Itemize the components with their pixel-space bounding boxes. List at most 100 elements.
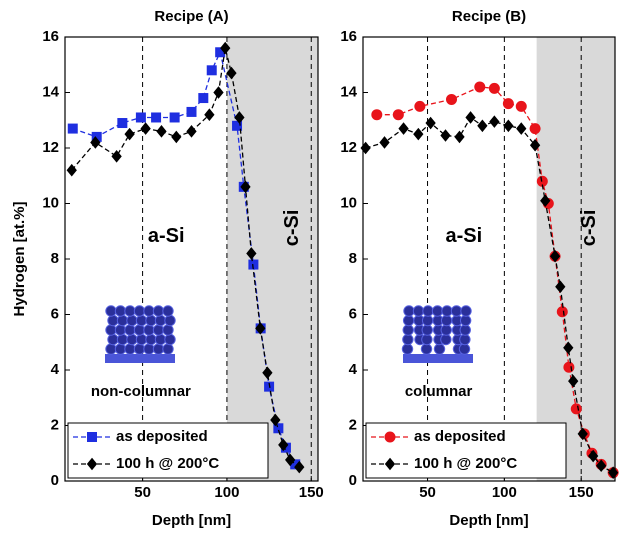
data-point: [516, 122, 527, 135]
y-tick-label: 12: [340, 139, 357, 156]
icon-grain: [460, 305, 472, 317]
x-tick-label: 100: [492, 484, 517, 501]
icon-grain: [459, 333, 471, 346]
data-point: [270, 413, 281, 427]
data-point: [577, 427, 588, 441]
shaded-region: [536, 37, 615, 481]
icon-grain: [440, 314, 453, 327]
icon-grain: [114, 343, 127, 355]
icon-grain: [145, 333, 157, 346]
data-point: [425, 116, 436, 130]
data-point: [213, 86, 224, 99]
x-tick-label: 150: [299, 484, 324, 501]
y-tick-label: 16: [340, 28, 357, 45]
x-tick-label: 150: [569, 484, 594, 501]
data-point: [540, 194, 551, 208]
data-point: [588, 449, 599, 463]
icon-grain: [412, 305, 425, 317]
data-point: [392, 109, 404, 121]
icon-grain: [133, 305, 146, 317]
chart-title: Recipe (B): [452, 8, 526, 25]
y-axis-label: Hydrogen [at.%]: [11, 201, 28, 316]
data-point: [248, 259, 259, 270]
icon-grain: [145, 314, 157, 327]
icon-grain: [143, 324, 155, 336]
y-tick-label: 8: [51, 250, 59, 267]
data-point: [440, 129, 451, 142]
icon-grain: [459, 314, 472, 327]
icon-grain: [124, 305, 136, 317]
y-tick-label: 14: [340, 83, 357, 100]
y-tick-label: 2: [349, 416, 357, 433]
data-point: [474, 81, 486, 93]
data-point: [246, 247, 257, 260]
data-point: [413, 127, 424, 141]
data-point: [151, 112, 162, 123]
icon-grain: [152, 343, 165, 355]
plot-frame: [362, 36, 616, 482]
y-tick-label: 10: [340, 194, 357, 211]
icon-grain: [458, 343, 471, 355]
data-point: [204, 108, 215, 121]
data-point: [111, 150, 122, 163]
data-point: [285, 453, 296, 467]
data-point: [477, 119, 488, 133]
data-point: [446, 93, 458, 105]
data-point: [220, 41, 231, 55]
icon-grain: [152, 305, 165, 317]
legend-marker: [86, 457, 98, 471]
data-point: [169, 112, 180, 123]
data-point: [66, 163, 77, 177]
icon-grain: [402, 324, 414, 336]
legend-label: as deposited: [116, 428, 208, 445]
y-tick-label: 4: [349, 361, 358, 378]
chart-title: Recipe (A): [154, 8, 228, 25]
icon-substrate: [403, 354, 473, 363]
legend-box: [67, 422, 269, 479]
icon-grain: [105, 343, 117, 355]
x-tick-label: 100: [214, 484, 239, 501]
icon-grain: [440, 333, 452, 346]
data-point: [140, 122, 151, 135]
legend-marker: [384, 457, 396, 471]
icon-grain: [164, 314, 176, 327]
icon-grain: [116, 314, 129, 327]
data-point: [198, 93, 209, 104]
icon-grain: [107, 333, 119, 346]
data-point: [529, 138, 541, 152]
shaded-region: [226, 37, 318, 481]
data-point: [255, 322, 266, 335]
icon-grain: [422, 305, 434, 317]
data-point: [568, 374, 579, 388]
data-point: [555, 280, 566, 294]
icon-grain: [105, 324, 117, 336]
y-tick-label: 4: [51, 361, 60, 378]
y-tick-label: 8: [349, 250, 357, 267]
data-point: [226, 66, 237, 80]
x-tick-label: 50: [419, 484, 436, 501]
annotation: c-Si: [281, 210, 303, 247]
icon-grain: [114, 324, 127, 336]
data-point: [563, 361, 575, 373]
icon-grain: [124, 324, 136, 336]
icon-grain: [116, 333, 129, 346]
annotation: columnar: [405, 383, 473, 400]
data-point: [502, 98, 514, 110]
icon-grain: [420, 343, 433, 355]
plot-frame: [64, 36, 319, 482]
icon-grain: [133, 343, 146, 355]
icon-grain: [162, 343, 174, 355]
series-line: [365, 116, 614, 474]
icon-grain: [441, 305, 453, 317]
icon-grain: [126, 314, 138, 327]
icon-grain: [450, 305, 463, 317]
icon-grain: [143, 343, 155, 355]
data-point: [489, 115, 500, 128]
data-point: [234, 111, 245, 124]
data-point: [515, 100, 527, 112]
icon-grain: [421, 324, 433, 336]
icon-grain: [403, 305, 415, 317]
icon-grain: [402, 333, 414, 346]
y-tick-label: 6: [349, 305, 357, 322]
legend-marker: [384, 431, 396, 443]
